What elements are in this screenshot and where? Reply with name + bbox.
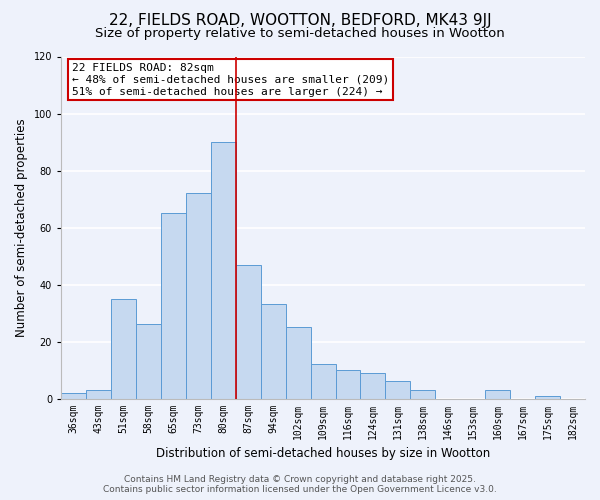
Bar — [335, 370, 361, 398]
Bar — [86, 390, 111, 398]
Bar — [361, 373, 385, 398]
Bar — [161, 214, 186, 398]
Bar — [61, 393, 86, 398]
Text: 22 FIELDS ROAD: 82sqm
← 48% of semi-detached houses are smaller (209)
51% of sem: 22 FIELDS ROAD: 82sqm ← 48% of semi-deta… — [71, 64, 389, 96]
Bar — [485, 390, 510, 398]
Text: Size of property relative to semi-detached houses in Wootton: Size of property relative to semi-detach… — [95, 28, 505, 40]
Bar — [311, 364, 335, 398]
Text: Contains HM Land Registry data © Crown copyright and database right 2025.
Contai: Contains HM Land Registry data © Crown c… — [103, 474, 497, 494]
X-axis label: Distribution of semi-detached houses by size in Wootton: Distribution of semi-detached houses by … — [156, 447, 490, 460]
Bar — [410, 390, 436, 398]
Bar — [286, 328, 311, 398]
Bar — [136, 324, 161, 398]
Bar — [260, 304, 286, 398]
Y-axis label: Number of semi-detached properties: Number of semi-detached properties — [15, 118, 28, 337]
Bar — [385, 382, 410, 398]
Bar — [236, 264, 260, 398]
Bar — [111, 299, 136, 398]
Bar — [535, 396, 560, 398]
Bar — [211, 142, 236, 399]
Bar — [186, 194, 211, 398]
Text: 22, FIELDS ROAD, WOOTTON, BEDFORD, MK43 9JJ: 22, FIELDS ROAD, WOOTTON, BEDFORD, MK43 … — [109, 12, 491, 28]
